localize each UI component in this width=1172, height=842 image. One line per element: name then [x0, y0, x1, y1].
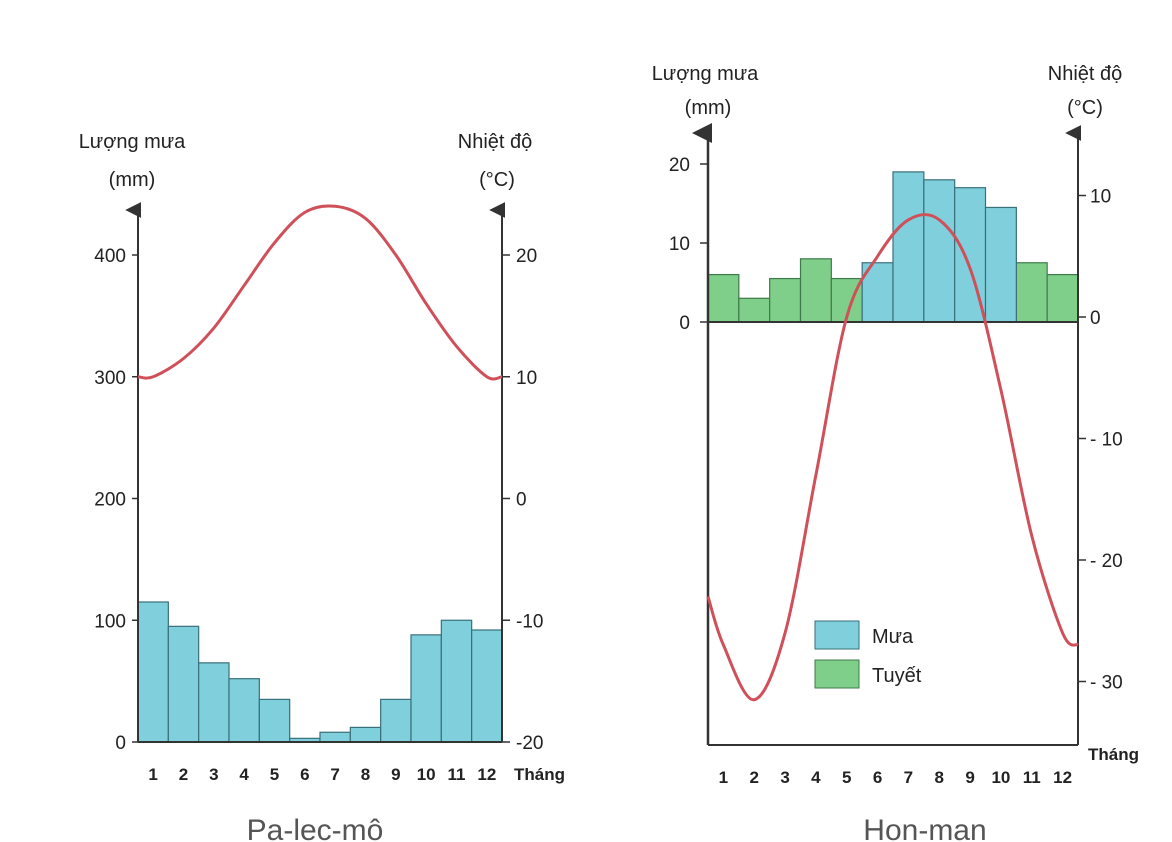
right-tick-label: 0 — [516, 490, 527, 511]
snow-bar — [1015, 262, 1048, 323]
right-axis-title: Nhiệt độ — [458, 131, 533, 153]
month-label: 7 — [330, 765, 339, 784]
month-label: 6 — [873, 768, 882, 787]
month-label: 9 — [965, 768, 974, 787]
temperature-line — [706, 212, 1079, 702]
month-label: 12 — [477, 765, 496, 784]
month-label: 4 — [811, 768, 821, 787]
left-tick-label: 0 — [115, 733, 126, 754]
legend-rain-label: Mưa — [872, 626, 914, 648]
snow-bar — [707, 274, 740, 323]
month-label: 9 — [391, 765, 400, 784]
right-tick-label: 0 — [1090, 308, 1101, 329]
left-tick-label: 100 — [94, 611, 126, 632]
rain-bar — [349, 726, 382, 743]
month-label: 3 — [209, 765, 218, 784]
snow-bar — [1046, 274, 1079, 323]
month-label: 5 — [842, 768, 851, 787]
rain-bar — [984, 206, 1017, 323]
month-label: 11 — [448, 765, 466, 784]
month-label: 4 — [239, 765, 249, 784]
rain-bar — [892, 171, 925, 323]
right-axis-title: Nhiệt độ — [1048, 63, 1123, 85]
x-axis-label: Tháng — [1088, 745, 1139, 764]
month-label: 1 — [719, 768, 728, 787]
month-label: 2 — [179, 765, 188, 784]
rain-bar — [410, 634, 442, 743]
rain-bar — [319, 731, 351, 743]
left-tick-label: 0 — [679, 313, 690, 334]
month-label: 7 — [904, 768, 913, 787]
temperature-line — [137, 204, 503, 381]
rain-bar — [380, 698, 412, 743]
chart-title: Pa-lec-mô — [247, 814, 384, 842]
right-tick-label: - 10 — [1090, 430, 1123, 451]
right-tick-label: 20 — [516, 246, 537, 267]
month-label: 10 — [417, 765, 436, 784]
right-tick-label: -20 — [516, 733, 543, 754]
right-tick-label: -10 — [516, 611, 543, 632]
snow-bar — [799, 258, 832, 323]
right-tick-label: 10 — [1090, 187, 1111, 208]
left-tick-label: 400 — [94, 246, 126, 267]
rain-bar — [440, 619, 473, 743]
left-axis-title: Lượng mưa — [652, 63, 759, 85]
x-axis-label: Tháng — [514, 765, 565, 784]
month-label: 6 — [300, 765, 309, 784]
rain-bar — [228, 678, 260, 743]
left-tick-label: 10 — [669, 234, 690, 255]
month-label: 10 — [991, 768, 1010, 787]
left-axis-unit: (mm) — [685, 97, 732, 119]
month-label: 5 — [270, 765, 279, 784]
month-label: 11 — [1023, 768, 1041, 787]
snow-bar — [769, 277, 802, 323]
rain-bar — [167, 625, 200, 743]
rain-bar — [198, 662, 230, 743]
rain-bar — [258, 698, 291, 743]
right-tick-label: 10 — [516, 368, 537, 389]
left-tick-label: 20 — [669, 155, 690, 176]
legend-snow-label: Tuyết — [872, 665, 922, 687]
left-tick-label: 200 — [94, 490, 126, 511]
month-label: 12 — [1053, 768, 1072, 787]
rain-bar — [471, 629, 503, 743]
left-tick-label: 300 — [94, 368, 126, 389]
rain-bar — [923, 179, 956, 323]
legend-snow-swatch — [814, 659, 860, 689]
chart-title: Hon-man — [863, 814, 986, 842]
month-label: 8 — [361, 765, 370, 784]
right-axis-unit: (°C) — [1067, 97, 1103, 119]
right-tick-label: - 30 — [1090, 673, 1123, 694]
month-label: 2 — [750, 768, 759, 787]
month-label: 3 — [780, 768, 789, 787]
left-axis-unit: (mm) — [109, 169, 156, 191]
legend-rain-swatch — [814, 620, 860, 650]
snow-bar — [738, 297, 771, 323]
right-tick-label: - 20 — [1090, 551, 1123, 572]
month-label: 8 — [935, 768, 944, 787]
right-axis-unit: (°C) — [479, 169, 515, 191]
left-axis-title: Lượng mưa — [79, 131, 186, 153]
rain-bar — [137, 601, 169, 743]
month-label: 1 — [148, 765, 157, 784]
